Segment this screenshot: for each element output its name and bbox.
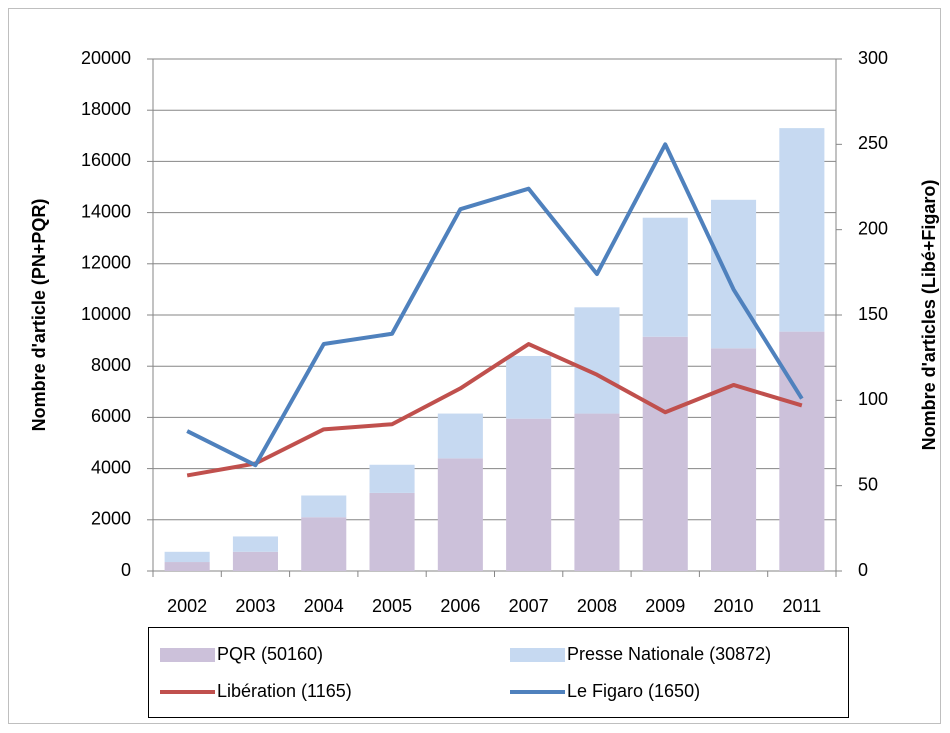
bar bbox=[642, 336, 688, 571]
bar bbox=[437, 458, 483, 571]
x-tick-label: 2007 bbox=[509, 596, 549, 616]
y-tick-label: 2000 bbox=[91, 509, 131, 529]
y-tick-label: 20000 bbox=[81, 48, 131, 68]
y2-tick-label: 0 bbox=[858, 560, 868, 580]
y-tick-label: 4000 bbox=[91, 457, 131, 477]
bar bbox=[164, 562, 210, 571]
y-tick-label: 12000 bbox=[81, 253, 131, 273]
legend-swatch bbox=[160, 648, 215, 662]
y-axis-title: Nombre d'article (PN+PQR) bbox=[29, 199, 49, 432]
y-tick-label: 10000 bbox=[81, 304, 131, 324]
bar bbox=[369, 492, 415, 571]
y-tick-label: 16000 bbox=[81, 150, 131, 170]
bar bbox=[642, 217, 688, 337]
legend-label: Libération (1165) bbox=[217, 681, 352, 701]
bar bbox=[574, 307, 620, 414]
bar bbox=[779, 331, 825, 571]
bar bbox=[711, 348, 757, 571]
legend-swatch bbox=[510, 648, 565, 662]
x-tick-label: 2002 bbox=[167, 596, 207, 616]
y2-tick-label: 200 bbox=[858, 218, 888, 238]
bar bbox=[506, 355, 552, 419]
line bbox=[186, 342, 803, 478]
bar bbox=[301, 517, 347, 571]
y-tick-label: 18000 bbox=[81, 99, 131, 119]
y-tick-label: 14000 bbox=[81, 201, 131, 221]
x-tick-label: 2004 bbox=[304, 596, 344, 616]
bar bbox=[232, 536, 278, 552]
y-tick-label: 8000 bbox=[91, 355, 131, 375]
legend-label: Presse Nationale (30872) bbox=[567, 644, 771, 664]
bar bbox=[779, 128, 825, 332]
y2-tick-label: 100 bbox=[858, 389, 888, 409]
x-tick-label: 2003 bbox=[235, 596, 275, 616]
x-tick-label: 2011 bbox=[782, 596, 821, 616]
x-tick-label: 2005 bbox=[372, 596, 412, 616]
y2-tick-label: 250 bbox=[858, 133, 888, 153]
y-tick-label: 0 bbox=[121, 560, 131, 580]
x-tick-label: 2009 bbox=[645, 596, 685, 616]
bar bbox=[711, 199, 757, 349]
line bbox=[186, 142, 804, 468]
x-tick-label: 2010 bbox=[714, 596, 754, 616]
legend-label: Le Figaro (1650) bbox=[567, 681, 700, 701]
bar bbox=[574, 413, 620, 571]
x-tick-label: 2008 bbox=[577, 596, 617, 616]
bar bbox=[506, 418, 552, 571]
bar bbox=[164, 551, 210, 563]
y2-tick-label: 300 bbox=[858, 48, 888, 68]
x-tick-label: 2006 bbox=[440, 596, 480, 616]
bar bbox=[437, 413, 483, 459]
bar bbox=[369, 464, 415, 493]
y2-axis-title: Nombre d'articles (Libé+Figaro) bbox=[919, 180, 939, 451]
y-tick-label: 6000 bbox=[91, 406, 131, 426]
legend bbox=[148, 627, 849, 718]
bar bbox=[301, 495, 347, 518]
bar bbox=[232, 551, 278, 571]
y2-tick-label: 50 bbox=[858, 474, 878, 494]
legend-label: PQR (50160) bbox=[217, 644, 323, 664]
y2-tick-label: 150 bbox=[858, 304, 888, 324]
